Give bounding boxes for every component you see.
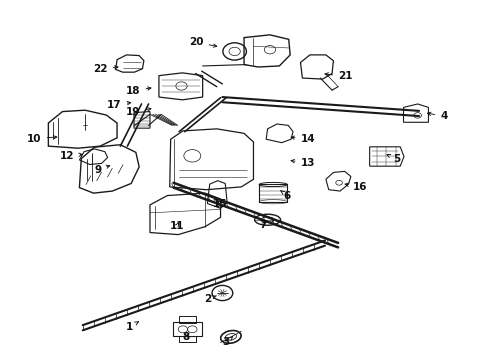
Text: 9: 9 — [95, 165, 110, 175]
Text: 7: 7 — [259, 220, 267, 230]
Text: 3: 3 — [222, 337, 233, 347]
Text: 5: 5 — [387, 154, 400, 164]
Text: 19: 19 — [126, 107, 151, 117]
Text: 2: 2 — [204, 294, 217, 304]
Text: 14: 14 — [291, 134, 315, 144]
Text: 22: 22 — [93, 64, 118, 74]
Text: 10: 10 — [27, 134, 57, 144]
Text: 1: 1 — [126, 322, 139, 332]
Text: 15: 15 — [213, 199, 228, 209]
Text: 12: 12 — [60, 151, 82, 161]
Text: 17: 17 — [107, 100, 131, 110]
Text: 20: 20 — [189, 37, 217, 48]
Text: 6: 6 — [281, 190, 291, 201]
Text: 8: 8 — [183, 332, 190, 342]
Text: 4: 4 — [427, 111, 447, 121]
Text: 13: 13 — [291, 158, 315, 168]
Text: 11: 11 — [170, 221, 184, 231]
Text: 16: 16 — [345, 182, 368, 192]
Text: 18: 18 — [126, 86, 151, 96]
Text: 21: 21 — [325, 71, 353, 81]
